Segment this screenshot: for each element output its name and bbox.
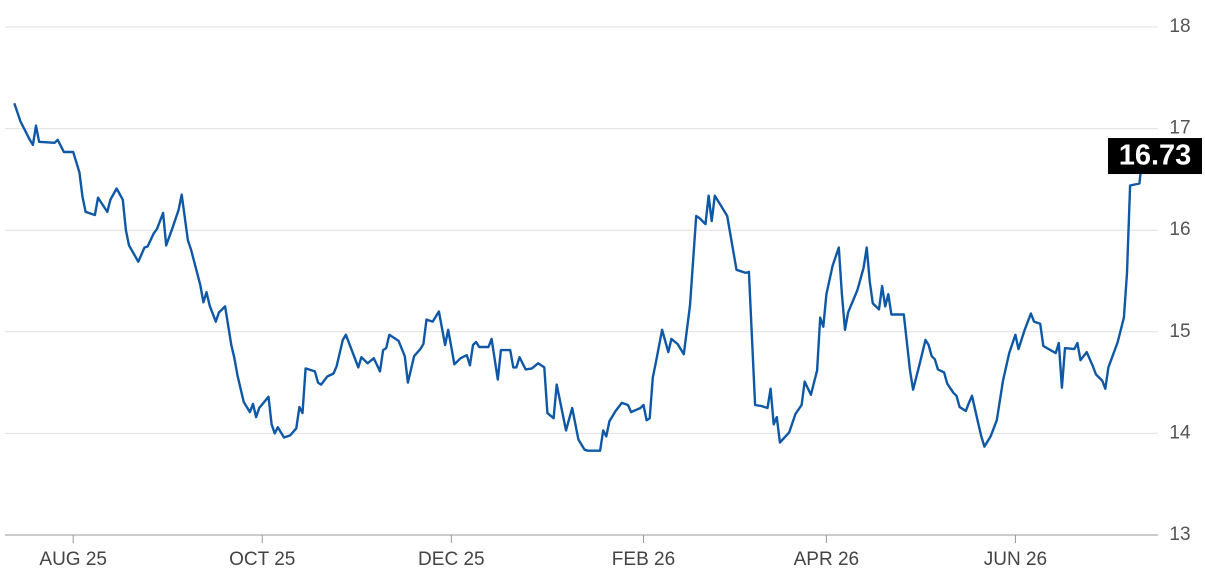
x-tick-label: DEC 25 [418, 549, 485, 570]
y-tick-label: 14 [1169, 422, 1191, 443]
y-tick-label: 18 [1169, 16, 1190, 37]
y-tick-label: 13 [1169, 524, 1190, 545]
y-tick-label: 16 [1169, 219, 1190, 240]
y-tick-label: 17 [1169, 118, 1190, 139]
last-value-box [1108, 138, 1202, 175]
y-tick-label: 15 [1169, 321, 1190, 342]
price-line [13, 102, 1144, 452]
last-value-label: 16.73 [1119, 140, 1192, 172]
x-tick-label: AUG 25 [39, 549, 107, 570]
x-tick-label: FEB 26 [612, 549, 675, 570]
x-tick-label: OCT 25 [229, 549, 295, 570]
x-tick-label: JUN 26 [984, 549, 1047, 570]
x-tick-label: APR 26 [794, 549, 859, 570]
